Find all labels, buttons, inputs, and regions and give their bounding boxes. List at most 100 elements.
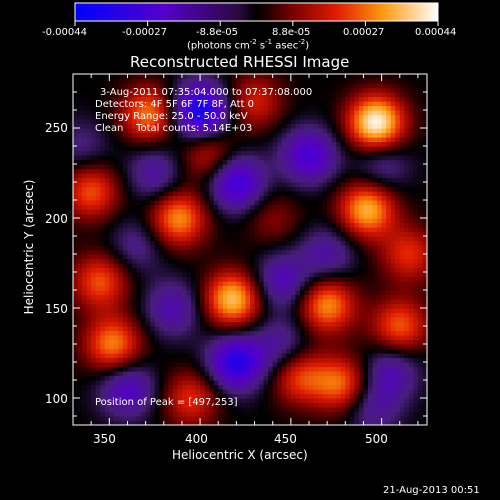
heatmap-cell <box>209 294 215 300</box>
heatmap-cell <box>309 123 315 129</box>
heatmap-cell <box>336 114 342 120</box>
heatmap-cell <box>281 74 287 80</box>
heatmap-cell <box>345 335 351 341</box>
heatmap-cell <box>118 164 124 170</box>
heatmap-cell <box>231 294 237 300</box>
heatmap-cell <box>354 362 360 368</box>
heatmap-cell <box>82 114 88 120</box>
heatmap-cell <box>145 137 151 143</box>
heatmap-cell <box>163 339 169 345</box>
heatmap-cell <box>340 74 346 80</box>
heatmap-cell <box>268 168 274 174</box>
heatmap-cell <box>141 398 147 404</box>
heatmap-cell <box>159 281 165 287</box>
heatmap-cell <box>113 281 119 287</box>
heatmap-cell <box>154 384 160 390</box>
heatmap-cell <box>259 326 265 332</box>
heatmap-cell <box>268 308 274 314</box>
heatmap-cell <box>363 420 369 425</box>
heatmap-cell <box>141 114 147 120</box>
heatmap-cell <box>304 344 310 350</box>
heatmap-cell <box>136 105 142 111</box>
heatmap-cell <box>104 204 110 210</box>
heatmap-cell <box>227 420 233 425</box>
heatmap-cell <box>322 267 328 273</box>
heatmap-cell <box>204 146 210 152</box>
heatmap-cell <box>159 353 165 359</box>
heatmap-cell <box>141 375 147 381</box>
heatmap-cell <box>150 213 156 219</box>
heatmap-cell <box>204 384 210 390</box>
heatmap-cell <box>304 416 310 422</box>
heatmap-cell <box>331 186 337 192</box>
heatmap-cell <box>340 317 346 323</box>
heatmap-cell <box>213 177 219 183</box>
heatmap-cell <box>345 308 351 314</box>
heatmap-cell <box>331 371 337 377</box>
heatmap-cell <box>109 83 115 89</box>
heatmap-cell <box>318 173 324 179</box>
heatmap-cell <box>277 362 283 368</box>
heatmap-cell <box>331 177 337 183</box>
heatmap-cell <box>299 173 306 179</box>
heatmap-cell <box>82 96 88 102</box>
heatmap-cell <box>168 258 174 264</box>
heatmap-cell <box>122 182 129 188</box>
heatmap-cell <box>73 254 79 260</box>
heatmap-cell <box>340 380 346 386</box>
heatmap-cell <box>327 227 333 233</box>
heatmap-cell <box>163 150 169 156</box>
heatmap-cell <box>263 267 269 273</box>
heatmap-cell <box>77 74 83 80</box>
heatmap-cell <box>218 240 224 246</box>
heatmap-cell <box>186 290 192 296</box>
heatmap-cell <box>109 339 115 345</box>
heatmap-cell <box>91 249 97 255</box>
heatmap-cell <box>186 213 192 219</box>
heatmap-cell <box>159 200 165 206</box>
heatmap-cell <box>132 110 138 116</box>
heatmap-cell <box>259 101 265 107</box>
heatmap-cell <box>91 339 97 345</box>
heatmap-cell <box>318 74 324 80</box>
heatmap-cell <box>163 213 169 219</box>
heatmap-cell <box>331 407 337 413</box>
heatmap-cell <box>309 159 315 165</box>
heatmap-cell <box>91 101 97 107</box>
heatmap-cell <box>236 200 242 206</box>
heatmap-cell <box>281 339 287 345</box>
heatmap-cell <box>354 393 360 399</box>
heatmap-cell <box>127 119 133 125</box>
heatmap-cell <box>290 321 296 327</box>
heatmap-cell <box>254 245 260 251</box>
heatmap-cell <box>141 227 147 233</box>
heatmap-cell <box>327 128 333 134</box>
heatmap-cell <box>163 123 169 129</box>
heatmap-cell <box>327 393 333 399</box>
heatmap-cell <box>209 92 215 98</box>
heatmap-cell <box>186 393 192 399</box>
heatmap-cell <box>86 240 92 246</box>
heatmap-cell <box>358 231 365 237</box>
heatmap-cell <box>268 384 274 390</box>
heatmap-cell <box>277 218 283 224</box>
heatmap-cell <box>209 222 215 228</box>
heatmap-cell <box>136 371 142 377</box>
heatmap-cell <box>104 240 110 246</box>
heatmap-cell <box>104 164 110 170</box>
heatmap-cell <box>358 357 365 363</box>
heatmap-cell <box>231 150 237 156</box>
heatmap-cell <box>150 326 156 332</box>
heatmap-cell <box>145 249 151 255</box>
heatmap-cell <box>340 119 346 125</box>
heatmap-cell <box>327 402 333 408</box>
heatmap-cell <box>259 348 265 354</box>
heatmap-cell <box>181 416 188 422</box>
heatmap-cell <box>95 141 101 147</box>
heatmap-cell <box>318 128 324 134</box>
heatmap-cell <box>240 195 247 201</box>
heatmap-cell <box>327 74 333 80</box>
heatmap-cell <box>136 123 142 129</box>
heatmap-cell <box>127 285 133 291</box>
heatmap-cell <box>132 420 138 425</box>
